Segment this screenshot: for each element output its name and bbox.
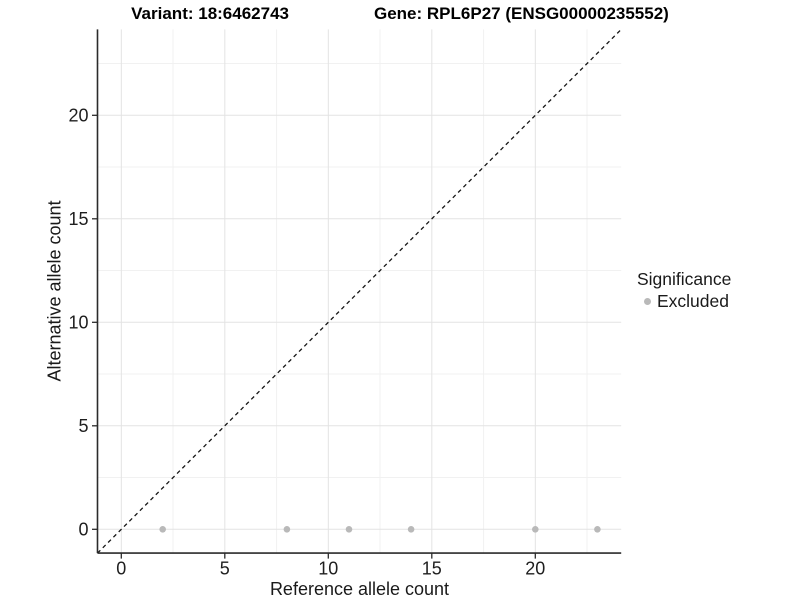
y-tick-label: 0: [78, 519, 88, 539]
variant-title: Variant: 18:6462743: [131, 4, 289, 23]
gene-title: Gene: RPL6P27 (ENSG00000235552): [374, 4, 669, 23]
data-point: [159, 526, 166, 533]
data-point: [407, 526, 415, 533]
x-tick-label: 5: [220, 559, 230, 579]
y-tick-label: 20: [68, 105, 88, 125]
x-tick-label: 10: [318, 559, 338, 579]
x-tick-label: 20: [525, 559, 545, 579]
y-tick-label: 5: [78, 416, 88, 436]
y-tick-label: 10: [68, 312, 88, 332]
legend-item-label: Excluded: [657, 291, 729, 311]
x-tick-label: 15: [422, 559, 442, 579]
identity-line: [97, 28, 622, 554]
plot-title: Variant: 18:6462743 Gene: RPL6P27 (ENSG0…: [0, 4, 800, 24]
data-point: [532, 526, 539, 533]
data-point: [594, 526, 601, 533]
data-point: [345, 526, 353, 533]
legend-item-excluded: Excluded: [637, 291, 731, 311]
x-axis-title: Reference allele count: [269, 579, 450, 599]
legend: Significance Excluded: [637, 269, 731, 311]
legend-title: Significance: [637, 269, 732, 289]
excluded-point-icon: [644, 297, 651, 305]
x-tick-label: 0: [116, 559, 126, 579]
y-tick-label: 15: [68, 209, 88, 229]
data-point: [283, 526, 291, 533]
y-axis-title: Alternative allele count: [44, 200, 65, 382]
